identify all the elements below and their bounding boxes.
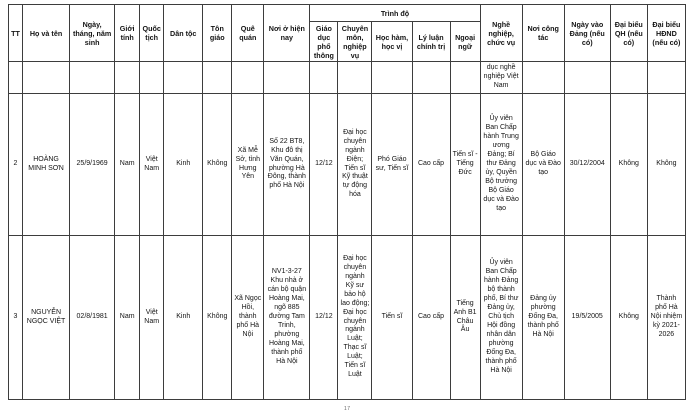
- cell-giao-duc: 12/12: [309, 235, 339, 400]
- table-cell: [114, 61, 141, 94]
- cell-noi-cong-tac: Đảng ủy phường Đống Đa, thành phố Hà Nội: [521, 235, 565, 400]
- table-cell: [337, 61, 373, 94]
- cell-ton-giao: Không: [202, 93, 233, 236]
- col-ly-luan: Lý luận chính trị: [411, 21, 451, 62]
- cell-noi-o: NV1-3-27 Khu nhà ở cán bộ quận Hoàng Mai…: [263, 235, 311, 400]
- cell-noi-o: Số 22 BT8, Khu đô thị Văn Quán, phường H…: [263, 93, 311, 236]
- cell-ngoai-ngu: Tiếng Anh B1 Châu Âu: [449, 235, 481, 400]
- cell-chuyen-mon: Đại học chuyên ngành Kỹ sư bảo hộ lao độ…: [337, 235, 373, 400]
- cell-ngay-sinh: 25/9/1969: [69, 93, 116, 236]
- cell-ngoai-ngu: Tiến sĩ - Tiếng Đức: [449, 93, 481, 236]
- cell-ly-luan: Cao cấp: [411, 235, 451, 400]
- cell-ho-va-ten: HOÀNG MINH SƠN: [22, 93, 71, 236]
- col-noi-cong-tac: Nơi công tác: [521, 4, 565, 62]
- table-cell: [139, 61, 165, 94]
- cell-quoc-tich: Việt Nam: [139, 235, 165, 400]
- table-cell: [7, 61, 24, 94]
- cell-dan-toc: Kinh: [163, 93, 204, 236]
- table-cell: [563, 61, 611, 94]
- table-cell: [646, 61, 687, 94]
- cell-gioi-tinh: Nam: [114, 235, 141, 400]
- cell-dai-bieu-qh: Không: [609, 235, 648, 400]
- cell-ly-luan: Cao cấp: [411, 93, 451, 236]
- group-trinh-do: Trình độ: [309, 4, 481, 22]
- col-tt: TT: [7, 4, 24, 62]
- table-cell: [163, 61, 204, 94]
- cell-giao-duc: 12/12: [309, 93, 339, 236]
- cell-dai-bieu-hdnd: Không: [646, 93, 687, 236]
- table-cell: [411, 61, 451, 94]
- col-noi-o-hien-nay: Nơi ở hiện nay: [263, 4, 311, 62]
- table-cell: [231, 61, 265, 94]
- table-cell: [22, 61, 71, 94]
- cell-tt: 3: [7, 235, 24, 400]
- col-chuyen-mon: Chuyên môn, nghiệp vụ: [337, 21, 373, 62]
- col-hoc-ham: Học hàm, học vị: [371, 21, 413, 62]
- row-3: 3 NGUYỄN NGỌC VIỆT 02/8/1981 Nam Việt Na…: [7, 235, 687, 400]
- col-que-quan: Quê quán: [231, 4, 265, 62]
- cell-ngay-vao-dang: 30/12/2004: [563, 93, 611, 236]
- cell-nghe-nghiep: Ủy viên Ban Chấp hành Đảng bộ thành phố,…: [479, 235, 523, 400]
- cell-que-quan: Xã Ngọc Hồi, thành phố Hà Nội: [231, 235, 265, 400]
- cell-que-quan: Xã Mễ Sở, tỉnh Hưng Yên: [231, 93, 265, 236]
- cell-ho-va-ten: NGUYỄN NGỌC VIỆT: [22, 235, 71, 400]
- col-dai-bieu-hdnd: Đại biểu HĐND (nếu có): [646, 4, 687, 62]
- col-dai-bieu-qh: Đại biểu QH (nếu có): [609, 4, 648, 62]
- col-quoc-tich: Quốc tịch: [139, 4, 165, 62]
- col-ton-giao: Tôn giáo: [202, 4, 233, 62]
- officials-table: TT Họ và tên Ngày, tháng, năm sinh Giới …: [7, 4, 687, 400]
- cell-tt: 2: [7, 93, 24, 236]
- cell-nghe-nghiep: Ủy viên Ban Chấp hành Trung ương Đảng; B…: [479, 93, 523, 236]
- header-row-sub: Giáo dục phổ thông Chuyên môn, nghiệp vụ…: [9, 21, 686, 62]
- cell-dai-bieu-qh: Không: [609, 93, 648, 236]
- col-ngay-sinh: Ngày, tháng, năm sinh: [69, 4, 116, 62]
- cell-gioi-tinh: Nam: [114, 93, 141, 236]
- col-ngoai-ngu: Ngoại ngữ: [449, 21, 481, 62]
- row-partial-continuation: dục nghề nghiệp Việt Nam: [7, 61, 687, 94]
- col-giao-duc-pho-thong: Giáo dục phổ thông: [309, 21, 339, 62]
- cell-ton-giao: Không: [202, 235, 233, 400]
- table-cell: [263, 61, 311, 94]
- table-cell-nghe-nghiep: dục nghề nghiệp Việt Nam: [479, 61, 523, 94]
- cell-hoc-ham: Tiến sĩ: [371, 235, 413, 400]
- cell-noi-cong-tac: Bộ Giáo dục và Đào tạo: [521, 93, 565, 236]
- cell-hoc-ham: Phó Giáo sư, Tiến sĩ: [371, 93, 413, 236]
- col-ho-va-ten: Họ và tên: [22, 4, 71, 62]
- table-cell: [449, 61, 481, 94]
- table-cell: [69, 61, 116, 94]
- col-dan-toc: Dân tộc: [163, 4, 204, 62]
- table-cell: [521, 61, 565, 94]
- cell-quoc-tich: Việt Nam: [139, 93, 165, 236]
- cell-ngay-sinh: 02/8/1981: [69, 235, 116, 400]
- table-cell: [202, 61, 233, 94]
- row-2: 2 HOÀNG MINH SƠN 25/9/1969 Nam Việt Nam …: [7, 93, 687, 236]
- header-row-top: TT Họ và tên Ngày, tháng, năm sinh Giới …: [7, 4, 687, 62]
- page-number: 17: [344, 406, 351, 412]
- cell-chuyen-mon: Đại học chuyên ngành Điện; Tiến sĩ Kỹ th…: [337, 93, 373, 236]
- cell-dai-bieu-hdnd: Thành phố Hà Nội nhiệm kỳ 2021-2026: [646, 235, 687, 400]
- col-ngay-vao-dang: Ngày vào Đảng (nếu có): [563, 4, 611, 62]
- table-cell: [371, 61, 413, 94]
- table-cell: [609, 61, 648, 94]
- cell-ngay-vao-dang: 19/5/2005: [563, 235, 611, 400]
- cell-dan-toc: Kinh: [163, 235, 204, 400]
- col-nghe-nghiep: Nghề nghiệp, chức vụ: [479, 4, 523, 62]
- table-cell: [309, 61, 339, 94]
- col-gioi-tinh: Giới tính: [114, 4, 141, 62]
